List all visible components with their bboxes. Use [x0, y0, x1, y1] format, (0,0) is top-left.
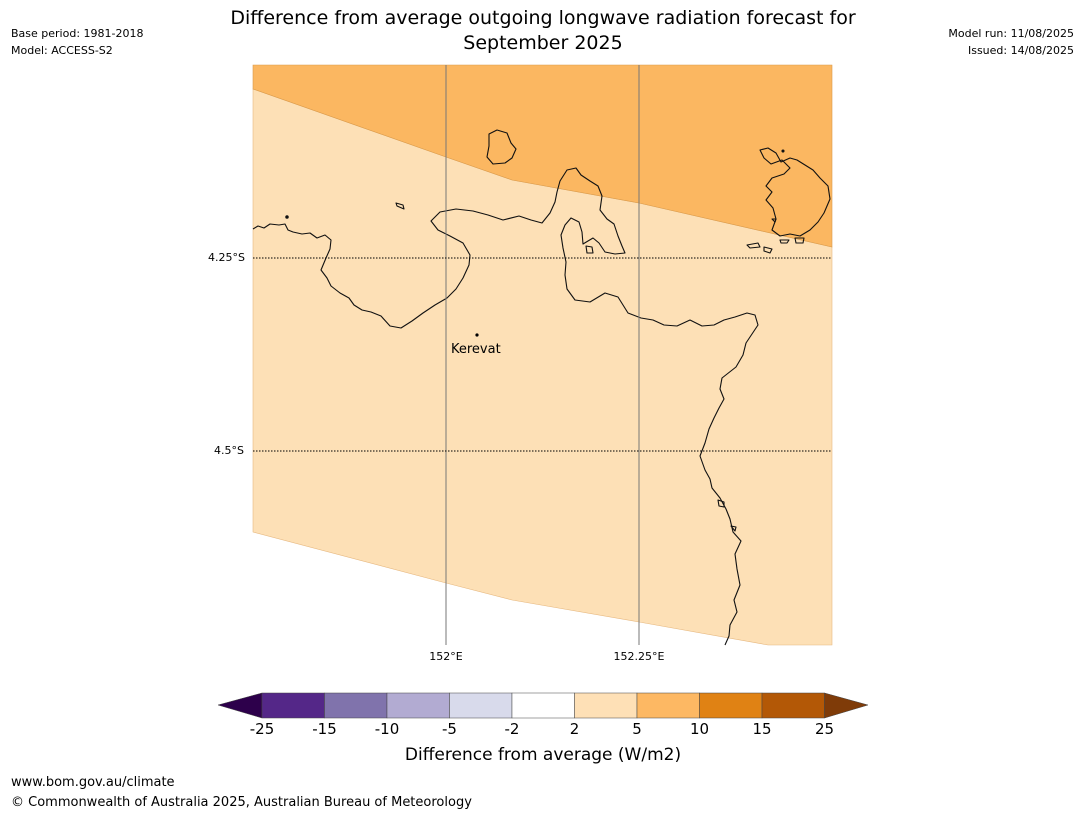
- colorbar-tick-label: 15: [742, 720, 782, 738]
- colorbar-tick-label: 5: [617, 720, 657, 738]
- colorbar: [218, 693, 868, 718]
- place-label-kerevat: Kerevat: [451, 342, 501, 357]
- colorbar-tick-label: -25: [242, 720, 282, 738]
- colorbar-segment: [450, 693, 513, 718]
- colorbar-tick-label: -2: [492, 720, 532, 738]
- colorbar-extend-low: [218, 693, 262, 718]
- colorbar-tick-label: -15: [305, 720, 345, 738]
- colorbar-segment: [387, 693, 450, 718]
- map-panel: [253, 65, 832, 645]
- map-figure: [0, 0, 1085, 816]
- colorbar-segment: [637, 693, 700, 718]
- lat-label-4-5s: 4.5°S: [214, 444, 244, 457]
- colorbar-extend-high: [825, 693, 869, 718]
- colorbar-tick-label: 2: [555, 720, 595, 738]
- colorbar-segment: [512, 693, 575, 718]
- lat-label-4-25s: 4.25°S: [208, 251, 245, 264]
- colorbar-segment: [700, 693, 763, 718]
- lon-label-152-25e: 152.25°E: [589, 650, 689, 663]
- colorbar-title: Difference from average (W/m2): [243, 745, 843, 765]
- colorbar-tick-label: -5: [430, 720, 470, 738]
- lon-label-152e: 152°E: [396, 650, 496, 663]
- colorbar-segment: [575, 693, 638, 718]
- footer-copyright: © Commonwealth of Australia 2025, Austra…: [11, 795, 472, 810]
- kerevat-marker: [475, 333, 478, 336]
- colorbar-segment: [762, 693, 825, 718]
- colorbar-tick-label: 10: [680, 720, 720, 738]
- colorbar-segment: [262, 693, 325, 718]
- footer-url[interactable]: www.bom.gov.au/climate: [11, 775, 175, 790]
- colorbar-tick-label: 25: [805, 720, 845, 738]
- colorbar-tick-label: -10: [367, 720, 407, 738]
- colorbar-segment: [325, 693, 388, 718]
